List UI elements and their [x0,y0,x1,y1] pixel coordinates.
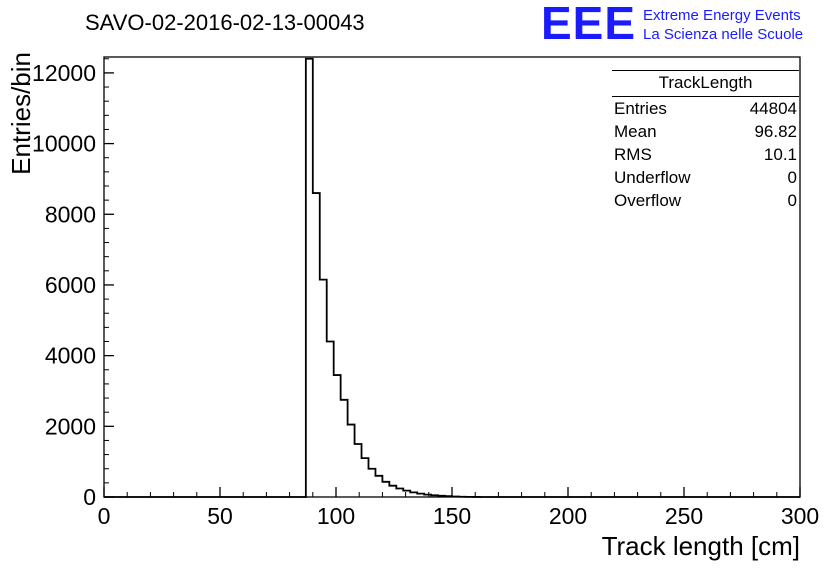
y-tick-label: 8000 [45,201,96,227]
stats-value: 96.82 [754,122,797,141]
stats-label: Mean [614,122,657,141]
stats-value: 0 [787,191,797,210]
x-tick-label: 50 [207,503,233,529]
y-axis-title: Entries/bin [6,52,36,175]
y-tick-label: 2000 [45,413,96,439]
stats-label: RMS [614,145,652,164]
eee-logo-subtitle-line1: Extreme Energy Events [643,7,801,24]
eee-logo-text: EEE [541,0,637,49]
y-tick-label: 12000 [32,60,96,86]
x-axis-title: Track length [cm] [601,531,800,561]
stats-row-rms: RMS 10.1 [612,143,799,166]
stats-label: Entries [614,99,667,118]
y-tick-label: 4000 [45,343,96,369]
x-tick-label: 0 [98,503,111,529]
y-tick-label: 10000 [32,131,96,157]
stats-label: Overflow [614,191,682,210]
eee-logo: EEE Extreme Energy Events La Scienza nel… [541,0,803,49]
stats-value: 44804 [749,99,797,118]
x-tick-label: 200 [549,503,587,529]
eee-logo-subtitle: Extreme Energy Events La Scienza nelle S… [643,4,803,44]
plot-title: SAVO-02-2016-02-13-00043 [85,10,365,35]
histogram-line [104,57,800,498]
stats-label: Underflow [614,168,691,187]
stats-row-overflow: Overflow 0 [612,189,799,212]
stats-value: 0 [787,168,797,187]
x-tick-label: 250 [665,503,703,529]
stats-box: TrackLength Entries 44804 Mean 96.82 RMS… [612,70,799,212]
stats-title: TrackLength [612,70,799,97]
y-tick-label: 0 [83,484,96,510]
x-tick-label: 100 [317,503,355,529]
eee-logo-subtitle-line2: La Scienza nelle Scuole [643,26,804,43]
stats-row-entries: Entries 44804 [612,97,799,120]
y-tick-label: 6000 [45,272,96,298]
stats-row-mean: Mean 96.82 [612,120,799,143]
stats-row-underflow: Underflow 0 [612,166,799,189]
x-tick-label: 150 [433,503,471,529]
x-tick-label: 300 [781,503,819,529]
stats-value: 10.1 [763,145,797,164]
